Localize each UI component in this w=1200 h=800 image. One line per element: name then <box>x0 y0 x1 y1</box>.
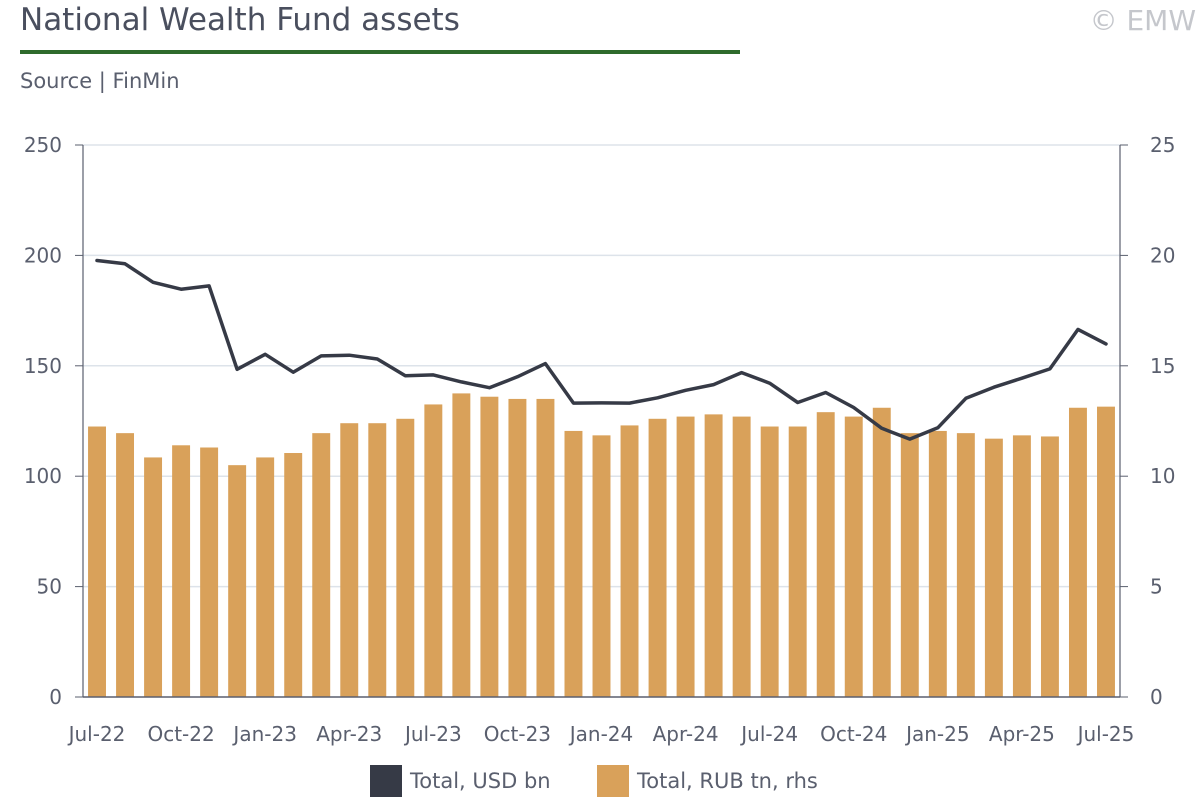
rub-bar <box>676 416 695 697</box>
rub-bar <box>620 425 639 697</box>
bar-series-rub <box>88 393 1115 697</box>
x-tick-label: Jul-23 <box>403 722 462 746</box>
x-tick-label: Jan-23 <box>231 722 297 746</box>
rub-bar <box>928 430 947 697</box>
rub-bar <box>88 426 106 697</box>
rub-bar <box>228 465 247 697</box>
rub-bar <box>900 433 919 697</box>
source-note: Source | FinMin <box>20 69 180 93</box>
x-tick-label: Apr-24 <box>653 722 719 746</box>
x-tick-label: Jul-24 <box>739 722 798 746</box>
left-tick-label: 0 <box>49 685 62 709</box>
legend-swatch-rub <box>597 765 629 797</box>
x-tick-label: Jul-22 <box>67 722 126 746</box>
rub-bar <box>144 457 163 697</box>
rub-bar <box>368 423 387 697</box>
rub-bar <box>844 416 863 697</box>
rub-bar <box>340 423 359 697</box>
rub-bar <box>312 433 331 697</box>
copyright-mark: © EMW <box>1089 4 1196 37</box>
right-tick-label: 5 <box>1150 575 1163 599</box>
x-tick-label: Jan-24 <box>568 722 634 746</box>
rub-bar <box>760 426 779 697</box>
line-series-usd <box>95 258 1108 441</box>
rub-bar <box>704 414 723 697</box>
rub-bar <box>256 457 275 697</box>
x-tick-label: Oct-22 <box>147 722 214 746</box>
rub-bar <box>424 404 443 697</box>
rub-bar <box>536 398 555 697</box>
rub-bar <box>984 438 1003 697</box>
title-underline <box>20 50 740 54</box>
x-tick-label: Oct-23 <box>484 722 551 746</box>
x-tick-label: Apr-23 <box>316 722 382 746</box>
rub-bar <box>788 426 807 697</box>
legend: Total, USD bn Total, RUB tn, rhs <box>0 765 1200 799</box>
rub-bar <box>564 430 583 697</box>
rub-bar <box>872 407 891 697</box>
rub-bar <box>200 447 219 697</box>
rub-bar <box>508 398 527 697</box>
right-tick-label: 0 <box>1150 685 1163 709</box>
rub-bar <box>648 418 667 697</box>
rub-bar <box>116 433 135 697</box>
rub-bar <box>1040 436 1059 697</box>
x-tick-label: Jul-25 <box>1076 722 1135 746</box>
left-tick-label: 250 <box>24 133 62 157</box>
x-tick-label: Oct-24 <box>820 722 887 746</box>
legend-label-rub: Total, RUB tn, rhs <box>637 769 818 793</box>
x-tick-label: Apr-25 <box>989 722 1055 746</box>
rub-bar <box>956 433 975 697</box>
left-tick-label: 150 <box>24 354 62 378</box>
legend-label-usd: Total, USD bn <box>410 769 551 793</box>
left-tick-label: 100 <box>24 464 62 488</box>
rub-bar <box>172 445 191 697</box>
x-tick-label: Jan-25 <box>904 722 970 746</box>
right-tick-label: 25 <box>1150 133 1175 157</box>
rub-bar <box>284 453 303 697</box>
page-title: National Wealth Fund assets <box>20 2 460 38</box>
rub-bar <box>1097 406 1115 697</box>
rub-bar <box>732 416 751 697</box>
right-tick-label: 15 <box>1150 354 1175 378</box>
rub-bar <box>592 435 611 697</box>
tick-labels: 0 0 50 5 100 10 150 15 200 20 250 25 Jul-22 Oct-22 Jan… <box>24 133 1176 746</box>
right-tick-label: 10 <box>1150 464 1175 488</box>
rub-bar <box>1068 407 1087 697</box>
rub-bar <box>396 418 415 697</box>
rub-bar <box>480 396 499 697</box>
rub-bar <box>816 412 835 697</box>
legend-swatch-usd <box>370 765 402 797</box>
left-tick-label: 200 <box>24 243 62 267</box>
usd-line <box>95 258 1108 441</box>
right-tick-label: 20 <box>1150 243 1175 267</box>
rub-bar <box>1012 435 1031 697</box>
rub-bar <box>452 393 471 697</box>
left-tick-label: 50 <box>37 575 62 599</box>
axes <box>75 144 1128 698</box>
